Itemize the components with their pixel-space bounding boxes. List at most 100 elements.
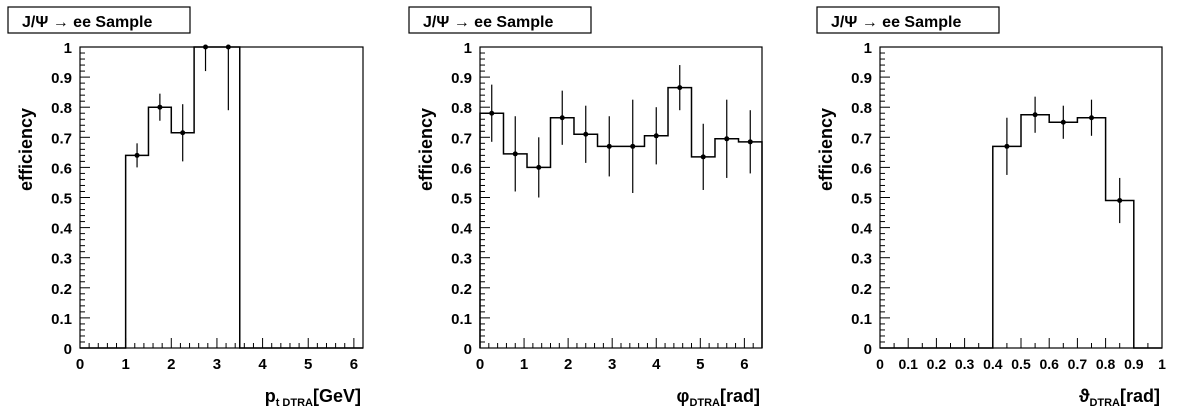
y-tick-label: 0.6 bbox=[451, 160, 472, 177]
x-axis-label-sub: t DTRA bbox=[276, 397, 313, 407]
data-point bbox=[203, 44, 209, 50]
y-tick-label: 0.8 bbox=[51, 100, 72, 117]
data-point bbox=[180, 130, 186, 136]
x-tick-label: 4 bbox=[652, 356, 661, 373]
y-tick-label: 0.4 bbox=[451, 221, 473, 238]
y-tick-label: 0.5 bbox=[851, 191, 872, 208]
plot-frame bbox=[479, 46, 763, 349]
data-point bbox=[653, 133, 659, 139]
x-axis-label-unit: [GeV] bbox=[313, 386, 361, 406]
chart-title: J/Ψ → ee Sample bbox=[22, 14, 152, 31]
y-tick-label: 0 bbox=[64, 341, 72, 358]
y-tick-label: 0.4 bbox=[851, 221, 873, 238]
y-tick-label: 0.8 bbox=[451, 100, 472, 117]
x-tick-label: 0 bbox=[476, 356, 484, 373]
y-tick-label: 0.2 bbox=[451, 281, 472, 298]
data-point bbox=[559, 115, 565, 121]
x-axis-label: φDTRA[rad] bbox=[677, 386, 760, 407]
data-point bbox=[134, 152, 140, 158]
y-tick-label: 0.8 bbox=[851, 100, 872, 117]
x-axis-label-base: ϑ bbox=[1079, 386, 1090, 406]
x-tick-label: 6 bbox=[740, 356, 748, 373]
x-tick-label: 0.1 bbox=[898, 356, 918, 372]
x-axis-label: ϑDTRA[rad] bbox=[1079, 386, 1160, 407]
histogram-series bbox=[479, 86, 763, 348]
x-tick-label: 5 bbox=[304, 356, 312, 373]
y-tick-label: 0.4 bbox=[51, 221, 73, 238]
y-tick-label: 0.5 bbox=[51, 191, 72, 208]
x-tick-label: 1 bbox=[1158, 356, 1166, 372]
y-tick-label: 1 bbox=[64, 40, 72, 57]
y-tick-label: 0.1 bbox=[451, 311, 472, 328]
x-axis-label-unit: [rad] bbox=[720, 386, 760, 406]
x-axis-label: pt DTRA[GeV] bbox=[265, 386, 361, 407]
data-point bbox=[606, 143, 612, 149]
title-box bbox=[408, 6, 592, 34]
data-point bbox=[630, 143, 636, 149]
y-tick-label: 1 bbox=[464, 40, 472, 57]
data-point bbox=[700, 154, 706, 160]
x-tick-label: 2 bbox=[167, 356, 175, 373]
chart-panel-1: J/Ψ → ee Sample 0 0.1 0.2 0.3 0.4 0.5 0.6 0.7 0.8… bbox=[7, 6, 364, 407]
x-tick-label: 4 bbox=[258, 356, 267, 373]
x-tick-label: 0 bbox=[876, 356, 884, 372]
y-axis-label: efficiency bbox=[16, 108, 36, 191]
title-box bbox=[816, 6, 1000, 34]
x-tick-label: 0.2 bbox=[927, 356, 947, 372]
chart-panel-3: J/Ψ → ee Sample 0 0.1 0.2 0.3 0.4 0.5 0.6 0.7 0.8… bbox=[816, 6, 1166, 407]
y-tick-label: 0.3 bbox=[851, 251, 872, 268]
chart-panel-2: J/Ψ → ee Sample 0 0.1 0.2 0.3 0.4 0.5 0.6 0.7 0.8… bbox=[408, 6, 763, 407]
x-tick-label: 6 bbox=[350, 356, 358, 373]
y-axis-label: efficiency bbox=[416, 108, 436, 191]
y-tick-label: 0.2 bbox=[51, 281, 72, 298]
y-tick-label: 0.3 bbox=[451, 251, 472, 268]
data-point bbox=[677, 85, 683, 91]
data-point bbox=[225, 44, 231, 50]
histogram-series bbox=[880, 113, 1162, 349]
y-tick-label: 0.9 bbox=[51, 70, 72, 87]
x-tick-label: 0.5 bbox=[1011, 356, 1031, 372]
y-axis-label: efficiency bbox=[816, 108, 836, 191]
x-tick-label: 1 bbox=[520, 356, 528, 373]
data-point bbox=[1032, 112, 1038, 118]
x-axis-label-sub: DTRA bbox=[1089, 397, 1120, 407]
title-box bbox=[7, 6, 191, 34]
x-axis-label-base: φ bbox=[677, 386, 690, 406]
x-tick-label: 3 bbox=[213, 356, 221, 373]
data-point bbox=[1089, 115, 1094, 121]
y-tick-label: 0.1 bbox=[51, 311, 72, 328]
data-point bbox=[536, 164, 542, 170]
x-tick-label: 0.9 bbox=[1124, 356, 1144, 372]
chart-title: J/Ψ → ee Sample bbox=[831, 14, 961, 31]
y-tick-label: 0.9 bbox=[451, 70, 472, 87]
data-point bbox=[1004, 143, 1010, 149]
y-tick-label: 0.2 bbox=[851, 281, 872, 298]
x-axis-label-base: p bbox=[265, 386, 276, 406]
x-tick-label: 0.4 bbox=[983, 356, 1003, 372]
data-point bbox=[724, 136, 730, 142]
x-axis-label-unit: [rad] bbox=[1120, 386, 1160, 406]
x-tick-label: 5 bbox=[696, 356, 704, 373]
x-axis-label-sub: DTRA bbox=[689, 397, 720, 407]
x-tick-label: 3 bbox=[608, 356, 616, 373]
data-point bbox=[1060, 119, 1066, 125]
y-tick-label: 0.7 bbox=[851, 130, 872, 147]
data-point bbox=[583, 131, 589, 137]
x-tick-label: 0.7 bbox=[1068, 356, 1088, 372]
y-tick-label: 0 bbox=[864, 341, 872, 358]
y-tick-label: 0.1 bbox=[851, 311, 872, 328]
y-tick-label: 0.7 bbox=[51, 130, 72, 147]
x-tick-label: 0.3 bbox=[955, 356, 975, 372]
y-tick-label: 0.6 bbox=[851, 160, 872, 177]
y-tick-label: 0.7 bbox=[451, 130, 472, 147]
data-point bbox=[489, 110, 495, 116]
data-point bbox=[747, 139, 753, 145]
x-tick-label: 2 bbox=[564, 356, 572, 373]
data-point bbox=[1117, 198, 1123, 204]
y-tick-label: 0.3 bbox=[51, 251, 72, 268]
y-tick-label: 0 bbox=[464, 341, 472, 358]
y-tick-label: 1 bbox=[864, 40, 872, 57]
plot-frame bbox=[79, 46, 364, 349]
data-point bbox=[512, 151, 518, 157]
